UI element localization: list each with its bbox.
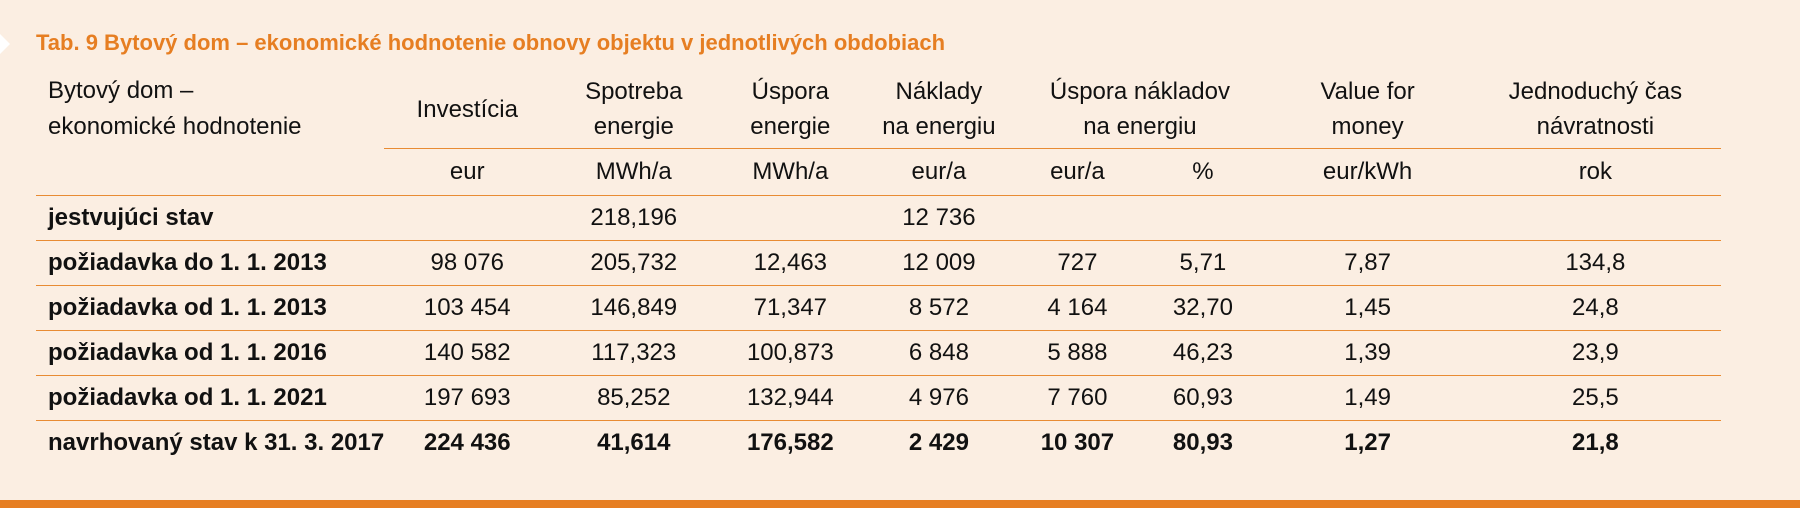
row-label: požiadavka od 1. 1. 2021	[36, 375, 385, 421]
table-cell	[1469, 195, 1721, 241]
table-row: požiadavka od 1. 1. 2013 103 454 146,849…	[36, 285, 1721, 331]
table-cell: 41,614	[597, 429, 671, 456]
units-blank	[36, 148, 385, 196]
table-row: požiadavka od 1. 1. 2021 197 693 85,252 …	[36, 375, 1721, 421]
unit-cell: rok	[1469, 148, 1721, 196]
table-cell: 134,8	[1469, 240, 1721, 286]
table-cell: 7 760	[1014, 375, 1141, 421]
header-investicia-line1: Investícia	[416, 95, 518, 123]
table-cell: 12 736	[863, 195, 1015, 241]
table-row: požiadavka do 1. 1. 2013 98 076 205,732 …	[36, 240, 1721, 286]
header-uspora-line2: energie	[750, 113, 831, 140]
header-uspora-nakladov-line2: na energiu	[1083, 113, 1197, 140]
table-cell: 98 076	[384, 240, 551, 286]
table-cell	[1014, 195, 1141, 241]
unit-cell: eur/a	[1014, 148, 1141, 196]
header-naklady-na-energiu: Náklady na energiu	[863, 70, 1015, 149]
table-cell: 12,463	[717, 240, 864, 286]
table-cell: 1,49	[1265, 375, 1470, 421]
header-value-for-money: Value for money	[1265, 70, 1470, 149]
header-uspora-nakladov-line1: Úspora nákladov	[1049, 78, 1230, 105]
bottom-accent-bar	[0, 500, 1800, 508]
table-row: jestvujúci stav 218,196 12 736	[36, 195, 1721, 241]
table-cell: 4 976	[863, 375, 1015, 421]
header-uspora-energie: Úspora energie	[717, 70, 864, 149]
table-cell: 25,5	[1469, 375, 1721, 421]
header-cas-line1: Jednoduchý čas	[1508, 78, 1683, 105]
header-row: Bytový dom – ekonomické hodnotenie Inves…	[36, 70, 1721, 149]
header-cas-navratnosti: Jednoduchý čas návratnosti	[1469, 70, 1721, 149]
row-label: požiadavka do 1. 1. 2013	[36, 240, 385, 286]
table-cell: 2 429	[908, 429, 969, 456]
table-cell: 60,93	[1140, 375, 1266, 421]
caption-marker	[0, 34, 10, 54]
header-uspora-line1: Úspora	[751, 78, 829, 105]
table-cell: 1,39	[1265, 330, 1470, 376]
unit-cell: MWh/a	[717, 148, 864, 196]
unit-cell: %	[1140, 148, 1266, 196]
table-cell	[1140, 195, 1266, 241]
table-cell: 10 307	[1040, 429, 1115, 456]
table-cell: 205,732	[550, 240, 718, 286]
table-cell	[384, 195, 551, 241]
header-spotreba-energie: Spotreba energie	[550, 70, 718, 149]
table-cell: 224 436	[423, 429, 511, 456]
header-uspora-nakladov: Úspora nákladov na energiu	[1014, 70, 1266, 149]
table-cell: 5 888	[1014, 330, 1141, 376]
table-cell: 7,87	[1265, 240, 1470, 286]
table-row-total: navrhovaný stav k 31. 3. 2017 224 436 41…	[36, 421, 1721, 466]
table-cell: 103 454	[384, 285, 551, 331]
table-cell	[1265, 195, 1470, 241]
table-cell: 32,70	[1140, 285, 1266, 331]
table-cell: 1,27	[1344, 429, 1391, 456]
table-cell: 727	[1014, 240, 1141, 286]
table-cell: 85,252	[550, 375, 718, 421]
header-spotreba-line2: energie	[593, 113, 674, 140]
table-cell: 132,944	[717, 375, 864, 421]
header-first-line1: Bytový dom –	[48, 77, 194, 105]
table-cell: 176,582	[746, 429, 834, 456]
table-cell: 4 164	[1014, 285, 1141, 331]
header-first-line2: ekonomické hodnotenie	[48, 113, 302, 141]
row-label: navrhovaný stav k 31. 3. 2017	[48, 429, 385, 456]
table-cell: 46,23	[1140, 330, 1266, 376]
table-cell: 21,8	[1572, 429, 1619, 456]
table-cell	[717, 195, 864, 241]
header-naklady-line2: na energiu	[882, 113, 996, 140]
table-caption: Tab. 9 Bytový dom – ekonomické hodnoteni…	[36, 30, 946, 55]
table-cell: 5,71	[1140, 240, 1266, 286]
table-cell: 12 009	[863, 240, 1015, 286]
row-label: požiadavka od 1. 1. 2013	[36, 285, 385, 331]
table-cell: 71,347	[717, 285, 864, 331]
row-label: jestvujúci stav	[36, 195, 385, 241]
header-first: Bytový dom – ekonomické hodnotenie	[36, 70, 384, 149]
header-cas-line2: návratnosti	[1536, 113, 1655, 140]
table-cell: 8 572	[863, 285, 1015, 331]
table-cell: 140 582	[384, 330, 551, 376]
units-row: eur MWh/a MWh/a eur/a eur/a % eur/kWh ro…	[36, 148, 1721, 196]
header-naklady-line1: Náklady	[895, 78, 983, 105]
table-cell: 1,45	[1265, 285, 1470, 331]
row-label: požiadavka od 1. 1. 2016	[36, 330, 385, 376]
table-cell: 218,196	[550, 195, 718, 241]
header-investicia: Investícia	[384, 70, 551, 149]
table-cell: 197 693	[384, 375, 551, 421]
unit-cell: eur	[384, 148, 551, 196]
table-cell: 117,323	[550, 330, 718, 376]
table-cell: 24,8	[1469, 285, 1721, 331]
unit-cell: eur/a	[863, 148, 1015, 196]
table-cell: 100,873	[717, 330, 864, 376]
unit-cell: MWh/a	[550, 148, 718, 196]
table-cell: 80,93	[1172, 429, 1233, 456]
header-value-line1: Value for	[1320, 78, 1415, 105]
header-spotreba-line1: Spotreba	[585, 78, 683, 105]
unit-cell: eur/kWh	[1265, 148, 1470, 196]
table-cell: 6 848	[863, 330, 1015, 376]
economic-evaluation-table: Bytový dom – ekonomické hodnotenie Inves…	[36, 70, 1721, 465]
header-value-line2: money	[1331, 113, 1404, 140]
table-cell: 146,849	[550, 285, 718, 331]
table-row: požiadavka od 1. 1. 2016 140 582 117,323…	[36, 330, 1721, 376]
table-cell: 23,9	[1469, 330, 1721, 376]
